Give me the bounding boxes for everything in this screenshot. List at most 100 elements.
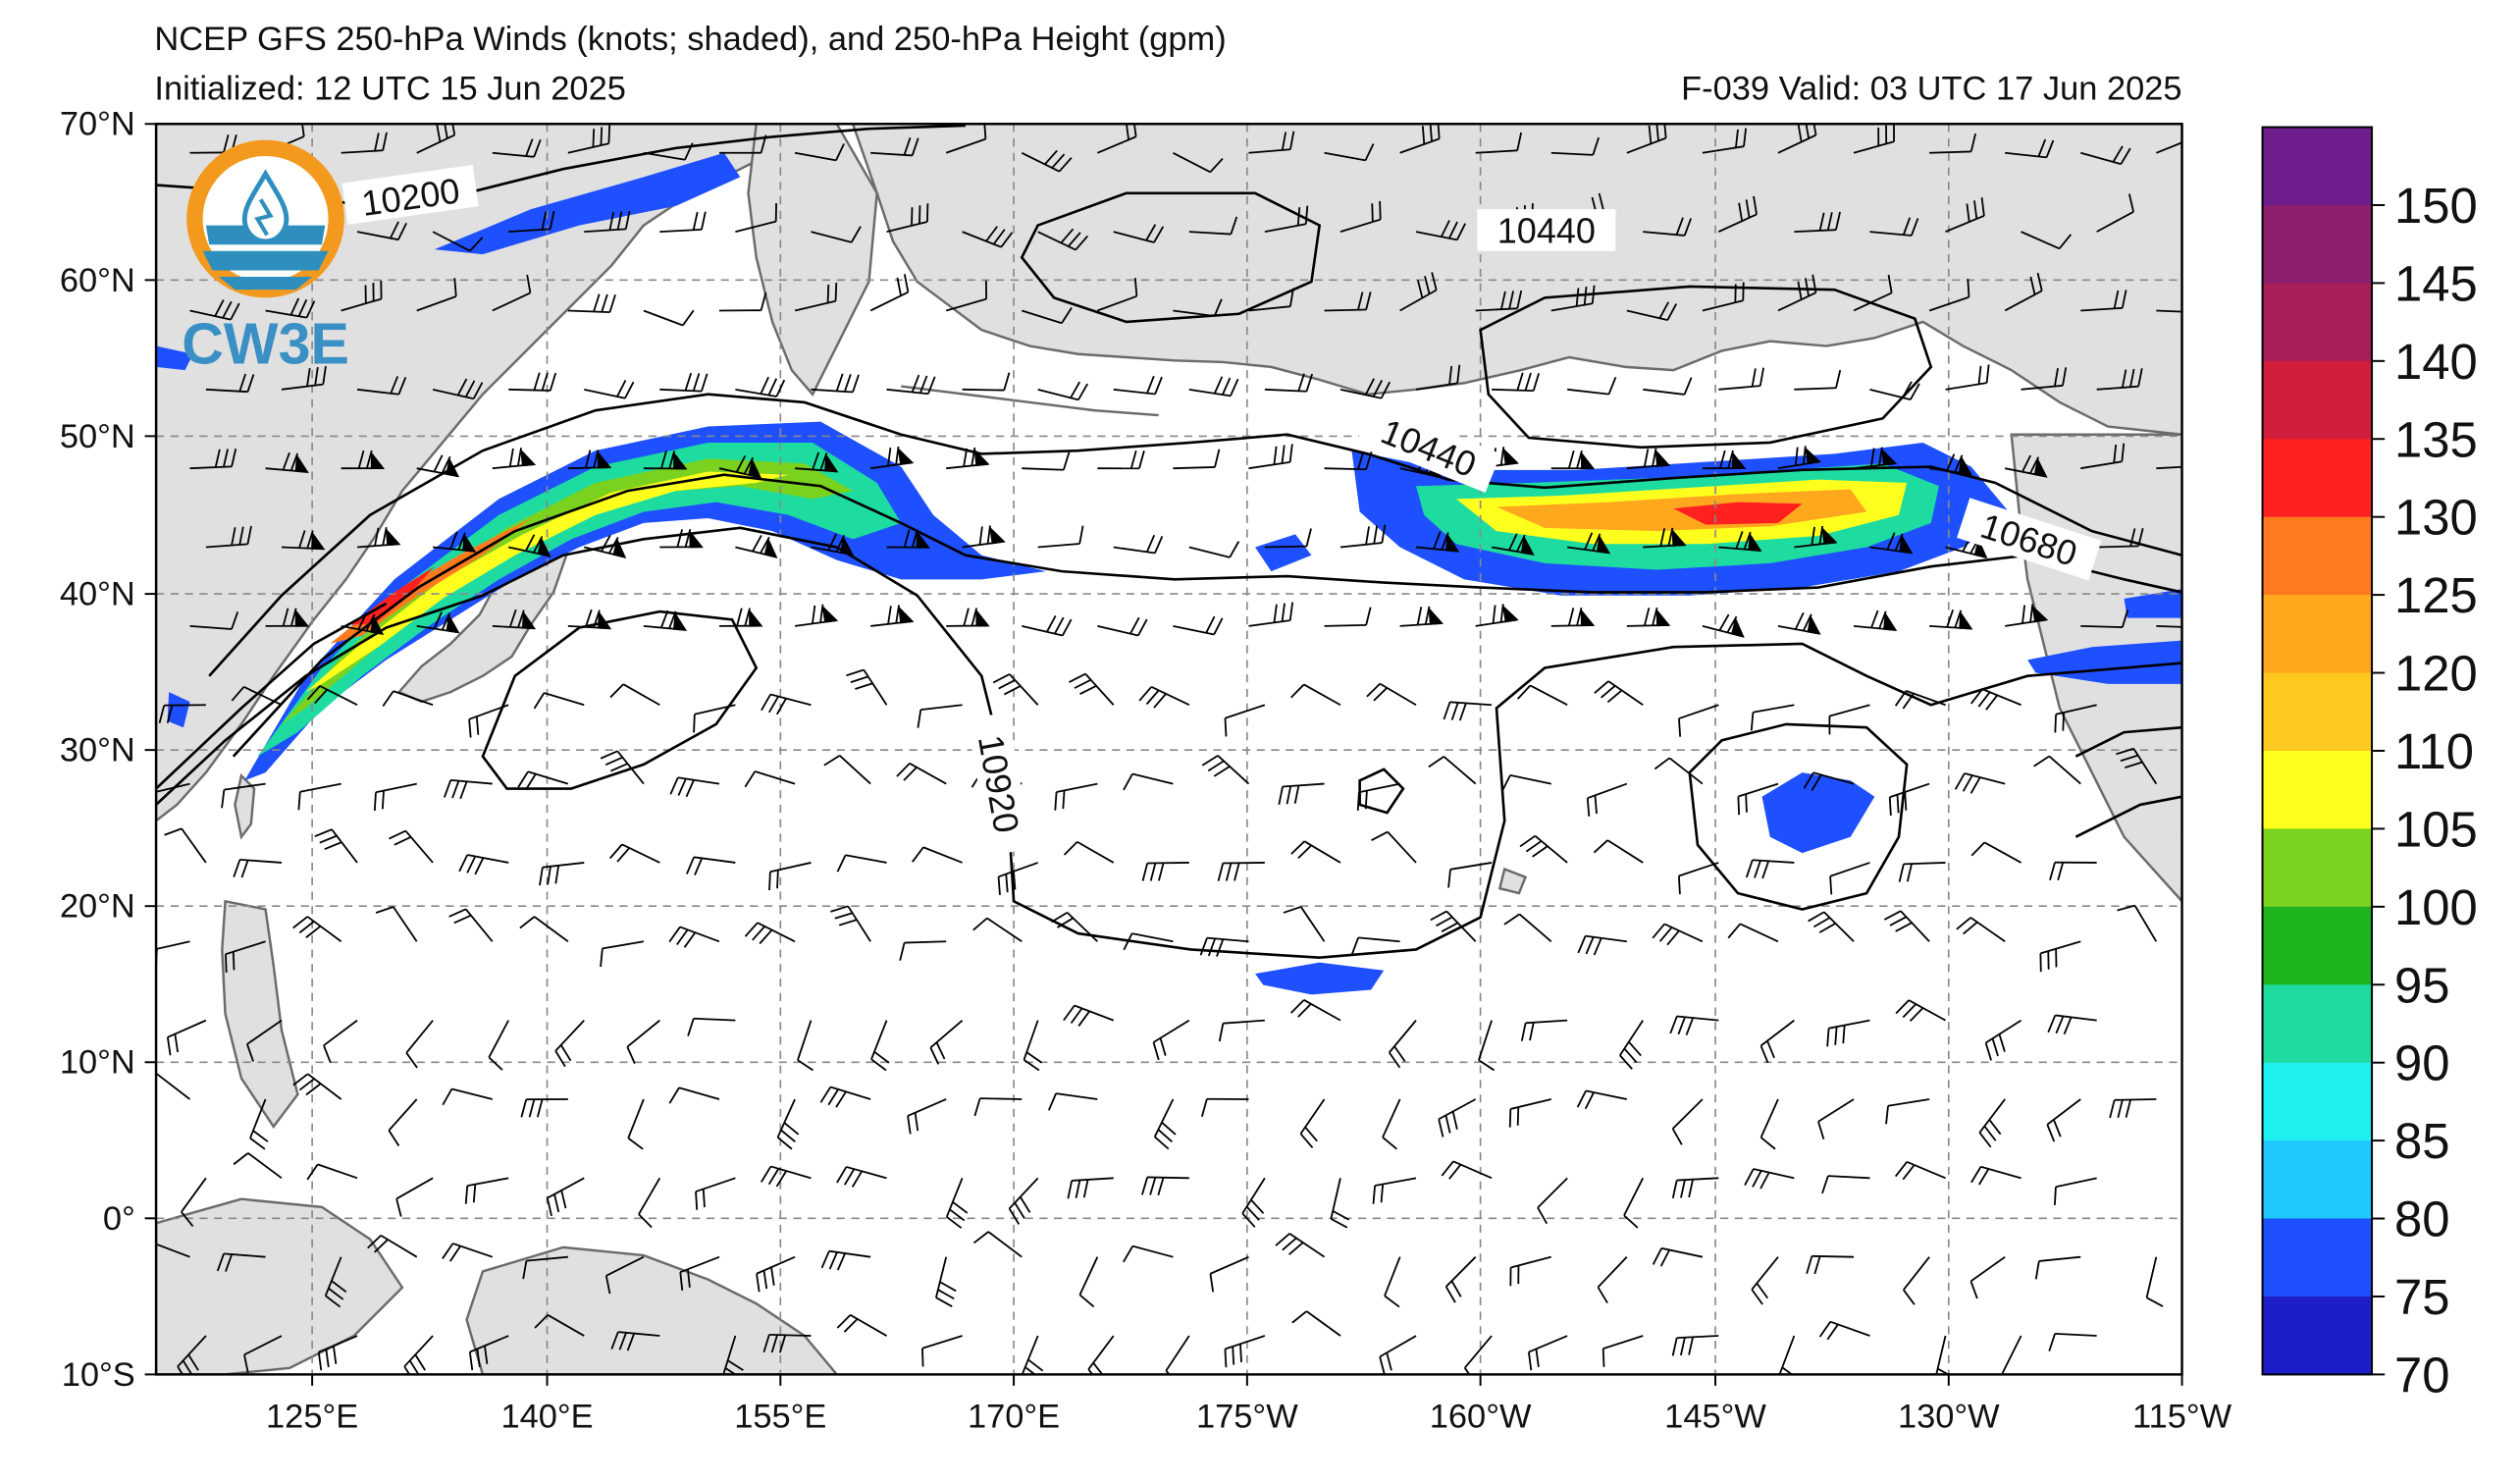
wind-barb xyxy=(1978,1098,2006,1148)
wind-barb xyxy=(442,1243,494,1262)
wind-barb xyxy=(1441,1160,1493,1180)
wind-barb xyxy=(464,1177,509,1204)
wind-barb xyxy=(1643,377,1693,396)
wind-barb xyxy=(1652,923,1704,946)
wind-barb xyxy=(367,1234,418,1258)
wind-barb xyxy=(1643,527,1687,549)
wind-barb xyxy=(1537,1177,1568,1225)
wind-barb xyxy=(1475,132,1523,154)
wind-barb xyxy=(1209,1255,1249,1293)
wind-barb xyxy=(1817,1098,1855,1139)
wind-barb xyxy=(265,297,316,319)
wind-barb xyxy=(1264,373,1314,393)
wind-barb xyxy=(823,755,871,785)
wind-barb xyxy=(2156,293,2182,314)
wind-barb xyxy=(659,529,704,549)
wind-barb xyxy=(1929,133,1976,154)
wind-barb xyxy=(1021,149,1073,173)
wind-barb xyxy=(1324,291,1372,312)
wind-barb xyxy=(1264,528,1312,549)
wind-barb xyxy=(1399,124,1441,154)
wind-barb xyxy=(1372,1177,1417,1204)
wind-barb xyxy=(1037,381,1088,401)
latitude-labels: 70°N 60°N 50°N 40°N 30°N 20°N 10°N 0° 10… xyxy=(60,106,135,1394)
wind-barb xyxy=(205,373,255,394)
wind-barb xyxy=(1745,859,1795,879)
wind-barb xyxy=(1869,217,1919,237)
wind-barb xyxy=(1248,602,1294,627)
wind-barb xyxy=(686,856,736,875)
wind-barb xyxy=(1291,1310,1341,1337)
wind-barb xyxy=(1895,999,1946,1023)
wind-barb xyxy=(488,1020,509,1071)
map-area: 10200 10440 10440 10680 10920 xyxy=(156,124,2182,1375)
wind-barb xyxy=(1366,682,1417,707)
wind-barb xyxy=(1671,1177,1719,1199)
wind-barb xyxy=(468,704,509,738)
wind-barb xyxy=(1152,1019,1190,1061)
wind-barb xyxy=(2080,609,2129,628)
wind-barb xyxy=(1173,298,1223,317)
colorbar-tick-label: 140 xyxy=(2394,334,2478,390)
wind-barb xyxy=(1492,372,1541,392)
colorbar xyxy=(2262,127,2373,1376)
wind-barb xyxy=(395,1177,434,1217)
colorbar-segment xyxy=(2262,672,2373,752)
colorbar-segment xyxy=(2262,283,2373,362)
colorbar-tick-label: 85 xyxy=(2394,1113,2450,1169)
colorbar-tick-label: 135 xyxy=(2394,411,2478,467)
wind-barb xyxy=(718,455,762,479)
wind-barb xyxy=(1165,1335,1190,1375)
wind-barb xyxy=(1218,1019,1265,1042)
wind-barb xyxy=(1888,782,1930,816)
wind-barb xyxy=(811,226,862,243)
colorbar-segment xyxy=(2262,516,2373,597)
wind-barb xyxy=(1379,1335,1417,1375)
wind-barb xyxy=(1503,913,1552,942)
wind-barb xyxy=(416,611,460,634)
wind-barb xyxy=(1054,782,1098,811)
wind-barb xyxy=(643,450,688,470)
colorbar-segment xyxy=(2262,439,2373,518)
wind-barb xyxy=(249,1098,269,1150)
wind-barb xyxy=(1330,1178,1350,1229)
wind-barb xyxy=(1201,755,1250,785)
wind-barb xyxy=(2156,624,2182,629)
wind-barb xyxy=(744,770,796,788)
lat-label-50n: 50°N xyxy=(60,418,135,455)
wind-barb xyxy=(1678,704,1719,737)
wind-barb xyxy=(539,862,585,886)
wind-barb xyxy=(2080,443,2126,470)
wind-barb xyxy=(323,1019,358,1063)
wind-barb xyxy=(1248,444,1293,470)
wind-barb xyxy=(373,782,417,812)
wind-barb xyxy=(216,1252,266,1272)
wind-barb xyxy=(1626,448,1671,470)
wind-barb xyxy=(718,291,767,312)
wind-barb xyxy=(997,862,1038,896)
wind-barb xyxy=(341,132,388,154)
wind-barb xyxy=(1248,288,1294,312)
wind-barb xyxy=(1970,841,2022,864)
wind-barb xyxy=(820,1249,871,1271)
wind-barb xyxy=(1023,1020,1043,1072)
wind-barb xyxy=(1853,447,1898,470)
wind-barb xyxy=(508,210,555,234)
lon-label-115w: 115°W xyxy=(2132,1399,2232,1436)
small-blob-west xyxy=(167,692,190,728)
wind-barb xyxy=(1737,782,1779,816)
wind-barb xyxy=(1894,690,1946,710)
logo-text: CW3E xyxy=(182,312,349,377)
wind-barb xyxy=(600,940,645,968)
wind-barb xyxy=(584,535,627,558)
wind-barb xyxy=(869,274,910,312)
borneo-sulawesi xyxy=(156,1197,404,1375)
wind-barb xyxy=(2109,1098,2157,1119)
wind-barb xyxy=(1022,307,1073,325)
wind-barb xyxy=(2049,861,2097,881)
wind-barb xyxy=(768,862,812,891)
wind-barb xyxy=(604,1255,645,1295)
wind-barb xyxy=(1443,701,1493,721)
wind-barb xyxy=(1299,1098,1326,1148)
wind-barb xyxy=(718,134,767,154)
